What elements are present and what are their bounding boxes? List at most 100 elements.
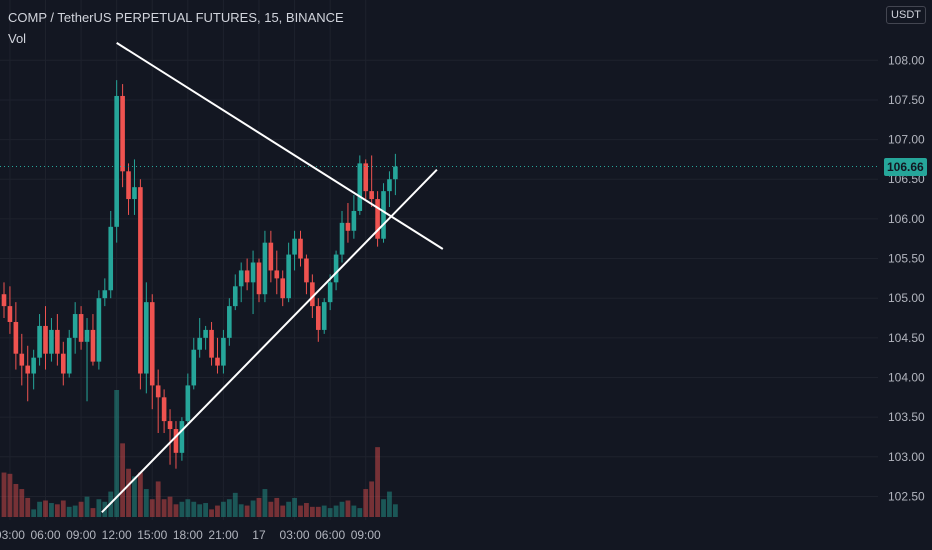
trendline <box>116 41 444 250</box>
time-tick-label: 03:00 <box>0 528 25 542</box>
candle-body <box>227 306 232 338</box>
candle <box>7 286 13 334</box>
candle-body <box>37 325 42 358</box>
candle-body <box>185 385 191 422</box>
volume-bar <box>72 505 78 517</box>
volume-bar <box>114 390 120 517</box>
time-tick-label: 18:00 <box>173 528 203 542</box>
time-tick-label: 09:00 <box>351 528 381 542</box>
candle <box>185 373 191 426</box>
volume-bar <box>280 505 286 517</box>
candle-body <box>102 290 108 299</box>
volume-bar <box>298 505 303 517</box>
price-axis[interactable]: 102.50 103.00 103.50 104.00 104.50 105.00 105.… <box>888 53 925 503</box>
candle <box>268 230 274 283</box>
candle <box>244 258 250 291</box>
candle <box>19 333 25 386</box>
price-tick-label: 107.00 <box>888 133 925 147</box>
volume-bar <box>31 509 37 517</box>
candle <box>292 230 297 271</box>
volume-bar <box>309 506 315 517</box>
volume-bar <box>37 501 42 517</box>
trendlines[interactable] <box>101 41 444 513</box>
volume-bar <box>49 503 54 517</box>
volume-bar <box>137 472 143 517</box>
candle <box>155 369 161 433</box>
volume-bar <box>268 501 274 517</box>
candle-body <box>280 278 286 299</box>
candle-body <box>357 163 363 211</box>
candle <box>345 203 351 243</box>
volume-bar <box>369 481 375 517</box>
time-tick-label: 12:00 <box>102 528 132 542</box>
candle-body <box>221 337 226 366</box>
time-tick-label: 06:00 <box>30 528 60 542</box>
price-tick-label: 102.50 <box>888 489 925 503</box>
candle-body <box>393 166 398 180</box>
volume-bar <box>381 499 386 517</box>
candle-body <box>363 163 369 192</box>
volume-bar <box>226 499 232 517</box>
volume-bar <box>387 491 392 517</box>
candle <box>78 306 84 350</box>
volume-bar <box>197 504 203 517</box>
candle <box>61 341 66 386</box>
volume-bar <box>262 489 268 517</box>
candle <box>25 345 31 402</box>
volume-bar <box>179 501 185 517</box>
candle-body <box>78 314 84 342</box>
currency-button[interactable]: USDT <box>886 6 926 24</box>
candle-body <box>209 329 214 358</box>
candle-body <box>90 329 96 362</box>
candle <box>321 298 327 334</box>
candle <box>114 80 119 243</box>
candle-body <box>310 282 315 307</box>
volume-bar <box>185 499 191 517</box>
volume-bar <box>292 497 297 517</box>
candle <box>138 179 143 390</box>
candle <box>203 325 208 350</box>
candle <box>369 155 374 207</box>
trendline <box>101 169 438 513</box>
candle <box>262 230 268 303</box>
candle-body <box>167 421 173 430</box>
candle <box>179 417 185 461</box>
candle-body <box>345 222 351 231</box>
volume-bar <box>339 501 345 517</box>
volume-bar <box>25 497 31 517</box>
volume-indicator-label[interactable]: Vol <box>8 31 27 46</box>
candle-body <box>375 199 380 239</box>
candle <box>108 210 114 299</box>
candle-body <box>114 95 119 227</box>
candle <box>256 258 262 303</box>
candle <box>31 349 36 390</box>
volume-bar <box>232 492 238 517</box>
candle <box>144 282 149 394</box>
candle-body <box>132 187 137 200</box>
price-tick-label: 106.00 <box>888 212 925 226</box>
candle <box>381 183 386 243</box>
candle <box>149 294 155 410</box>
volume-bar <box>244 505 250 517</box>
volume-bar <box>161 499 167 517</box>
candle <box>197 318 202 358</box>
candle-body <box>61 353 66 374</box>
candle <box>221 329 226 374</box>
candle-body <box>108 226 114 291</box>
candle-body <box>120 95 125 172</box>
volume-bar <box>126 468 131 517</box>
volume-bar <box>173 504 179 517</box>
candle <box>55 314 60 366</box>
price-tick-label: 103.50 <box>888 410 925 424</box>
volume-bar <box>250 500 256 517</box>
candle-body <box>262 242 268 295</box>
volume-bar <box>375 447 380 517</box>
candle-body <box>25 365 31 374</box>
time-axis[interactable]: 03:00 06:00 09:00 12:00 15:00 18:00 21:00 17 03:… <box>0 528 381 542</box>
candle-body <box>191 349 197 386</box>
candle <box>37 314 42 366</box>
candle-body <box>84 329 90 342</box>
candle-body <box>144 302 149 374</box>
time-tick-label: 15:00 <box>137 528 167 542</box>
